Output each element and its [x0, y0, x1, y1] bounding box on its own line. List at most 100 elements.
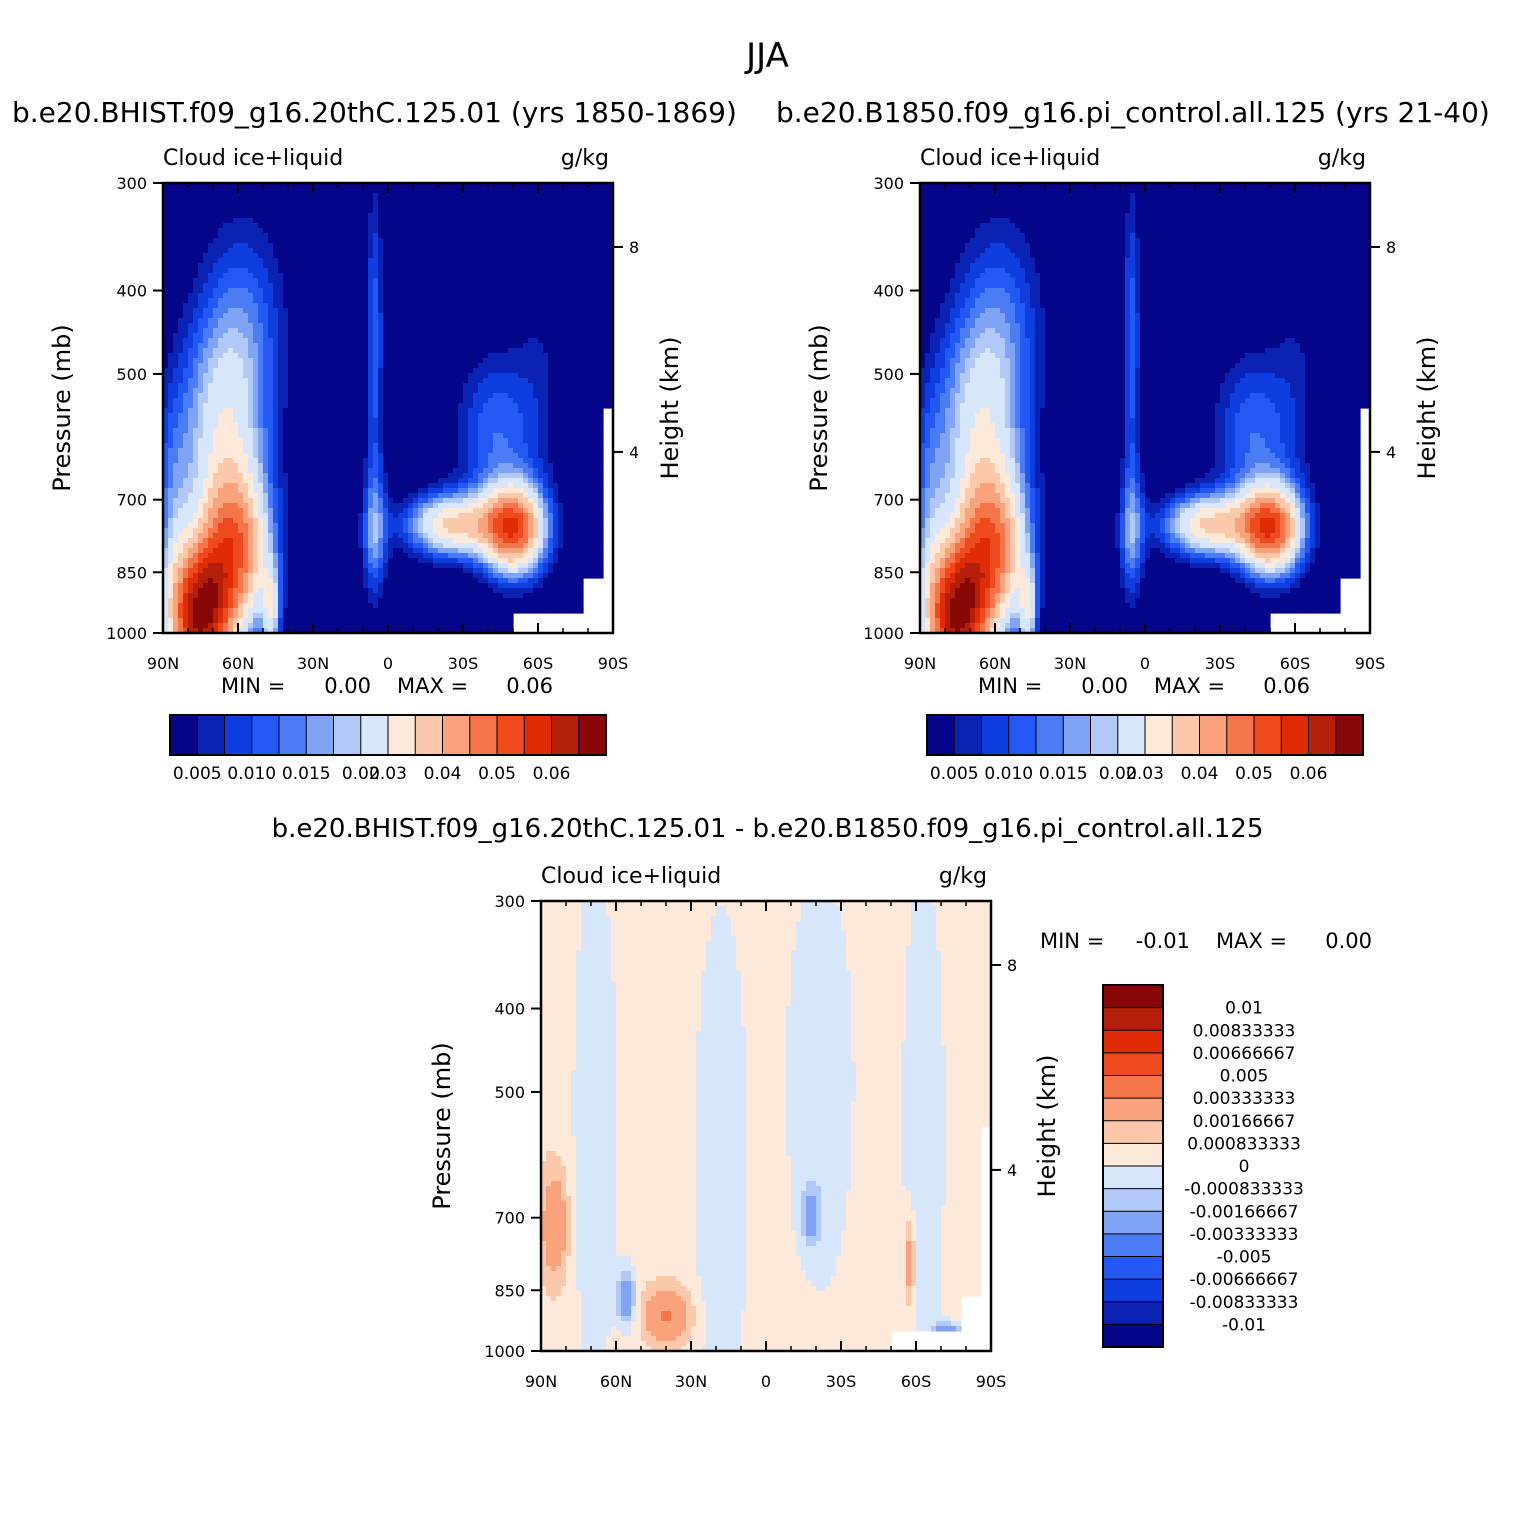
contour-cell — [168, 528, 174, 534]
contour-cell — [398, 543, 404, 549]
contour-cell — [293, 613, 299, 619]
contour-cell — [438, 388, 444, 394]
contour-cell — [178, 223, 184, 229]
contour-cell — [308, 608, 314, 614]
contour-cell — [393, 568, 399, 574]
contour-cell — [278, 188, 284, 194]
contour-cell — [413, 398, 419, 404]
contour-cell — [328, 563, 334, 569]
contour-cell — [258, 358, 264, 364]
contour-cell — [263, 478, 269, 484]
contour-cell — [418, 363, 424, 369]
contour-cell — [303, 533, 309, 539]
contour-cell — [233, 403, 239, 409]
contour-cell — [163, 288, 169, 294]
contour-cell — [273, 348, 279, 354]
contour-cell — [373, 253, 379, 259]
contour-cell — [288, 493, 294, 499]
contour-cell — [248, 488, 254, 494]
contour-cell — [173, 313, 179, 319]
contour-cell — [163, 478, 169, 484]
contour-cell — [263, 203, 269, 209]
contour-cell — [353, 408, 359, 414]
contour-cell — [273, 313, 279, 319]
contour-cell — [163, 488, 169, 494]
contour-cell — [368, 473, 374, 479]
contour-cell — [188, 613, 194, 619]
contour-cell — [303, 518, 309, 524]
contour-cell — [163, 258, 169, 264]
contour-cell — [168, 328, 174, 334]
contour-cell — [383, 538, 389, 544]
contour-cell — [403, 513, 409, 519]
contour-cell — [198, 368, 204, 374]
contour-cell — [338, 358, 344, 364]
contour-cell — [308, 353, 314, 359]
contour-cell — [208, 388, 214, 394]
contour-cell — [288, 588, 294, 594]
contour-cell — [178, 283, 184, 289]
contour-cell — [243, 438, 249, 444]
contour-cell — [418, 613, 424, 619]
contour-cell — [178, 193, 184, 199]
contour-cell — [358, 523, 364, 529]
contour-cell — [193, 523, 199, 529]
contour-cell — [323, 598, 329, 604]
contour-cell — [318, 628, 324, 634]
contour-cell — [418, 448, 424, 454]
contour-cell — [438, 283, 444, 289]
contour-cell — [268, 333, 274, 339]
contour-cell — [433, 553, 439, 559]
contour-cell — [358, 553, 364, 559]
contour-cell — [183, 323, 189, 329]
contour-cell — [293, 293, 299, 299]
contour-cell — [338, 553, 344, 559]
contour-cell — [433, 578, 439, 584]
contour-cell — [283, 603, 289, 609]
contour-cell — [338, 523, 344, 529]
contour-cell — [243, 258, 249, 264]
contour-cell — [228, 328, 234, 334]
contour-cell — [383, 418, 389, 424]
contour-cell — [383, 568, 389, 574]
contour-cell — [313, 298, 319, 304]
contour-cell — [203, 448, 209, 454]
contour-cell — [228, 348, 234, 354]
contour-cell — [163, 223, 169, 229]
contour-cell — [308, 233, 314, 239]
contour-cell — [223, 453, 229, 459]
contour-cell — [183, 558, 189, 564]
contour-cell — [228, 183, 234, 189]
contour-cell — [198, 348, 204, 354]
contour-cell — [378, 498, 384, 504]
contour-cell — [238, 313, 244, 319]
contour-cell — [268, 203, 274, 209]
contour-cell — [388, 513, 394, 519]
contour-cell — [343, 348, 349, 354]
contour-cell — [238, 248, 244, 254]
contour-cell — [293, 548, 299, 554]
contour-cell — [433, 278, 439, 284]
contour-cell — [348, 308, 354, 314]
contour-cell — [193, 278, 199, 284]
contour-cell — [238, 363, 244, 369]
contour-cell — [413, 438, 419, 444]
contour-cell — [378, 398, 384, 404]
contour-cell — [208, 518, 214, 524]
contour-cell — [433, 503, 439, 509]
contour-cell — [413, 338, 419, 344]
contour-cell — [238, 243, 244, 249]
contour-cell — [383, 598, 389, 604]
contour-cell — [208, 333, 214, 339]
contour-cell — [263, 558, 269, 564]
contour-cell — [288, 613, 294, 619]
contour-cell — [183, 568, 189, 574]
contour-cell — [393, 453, 399, 459]
contour-cell — [183, 513, 189, 519]
contour-cell — [338, 288, 344, 294]
contour-cell — [258, 453, 264, 459]
contour-cell — [423, 618, 429, 624]
contour-cell — [433, 558, 439, 564]
contour-cell — [423, 378, 429, 384]
contour-cell — [258, 598, 264, 604]
